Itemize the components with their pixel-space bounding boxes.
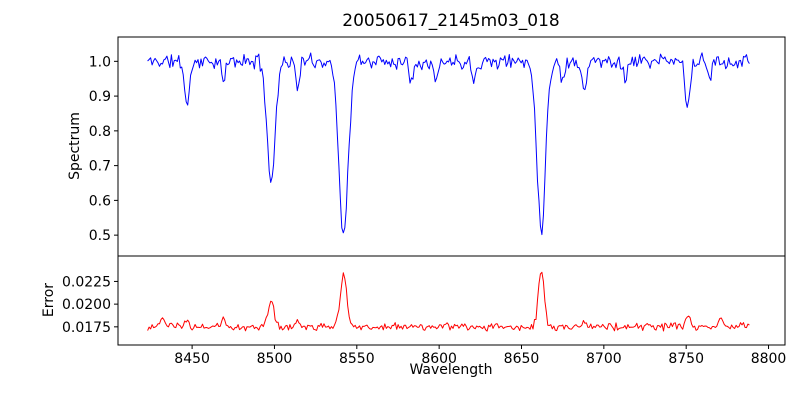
error-line bbox=[147, 271, 750, 332]
x-tick-label: 8600 bbox=[421, 351, 457, 367]
y-tick-label: 0.0225 bbox=[62, 274, 111, 290]
y-tick-label: 0.9 bbox=[89, 89, 111, 105]
x-tick-label: 8650 bbox=[504, 351, 540, 367]
spectrum-axes-box bbox=[117, 36, 786, 257]
error-axes-box bbox=[117, 255, 786, 346]
y-tick-label: 0.8 bbox=[89, 124, 111, 140]
x-tick-label: 8550 bbox=[339, 351, 375, 367]
x-tick-label: 8450 bbox=[174, 351, 210, 367]
x-tick-label: 8750 bbox=[668, 351, 704, 367]
chart-title: 20050617_2145m03_018 bbox=[342, 11, 559, 31]
x-tick-label: 8700 bbox=[586, 351, 622, 367]
x-tick-label: 8800 bbox=[751, 351, 787, 367]
y-tick-label: 0.0175 bbox=[62, 320, 111, 336]
x-tick-label: 8500 bbox=[257, 351, 293, 367]
y-tick-label: 1.0 bbox=[89, 54, 111, 70]
spectrum-y-axis-label: Spectrum bbox=[67, 112, 83, 180]
error-y-axis-label: Error bbox=[41, 283, 57, 317]
y-tick-label: 0.0200 bbox=[62, 297, 111, 313]
y-tick-label: 0.6 bbox=[89, 193, 111, 209]
y-tick-label: 0.7 bbox=[89, 159, 111, 175]
y-tick-label: 0.5 bbox=[89, 228, 111, 244]
spectrum-line bbox=[147, 52, 750, 236]
x-axis-label: Wavelength bbox=[409, 362, 492, 378]
